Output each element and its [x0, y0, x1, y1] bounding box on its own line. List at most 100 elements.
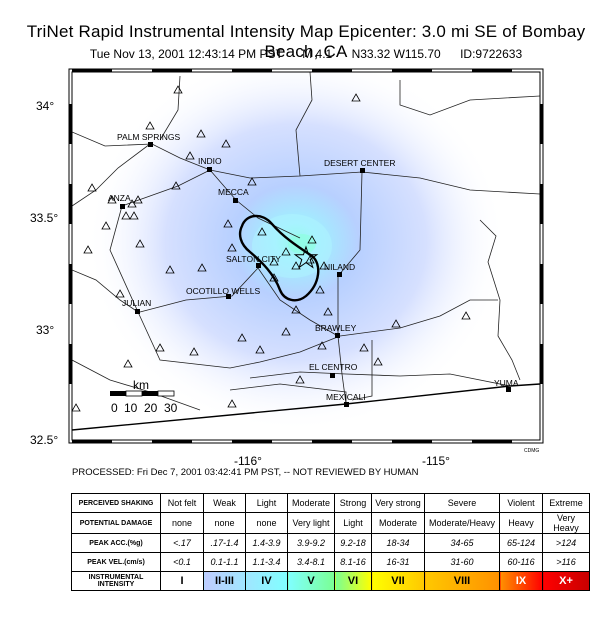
legend-cell: none [160, 512, 204, 534]
lat-label-33-5: 33.5° [30, 211, 58, 225]
legend-row-acc: PEAK ACC.(%g) <.17 .17-1.4 1.4-3.9 3.9-9… [71, 533, 590, 553]
event-magnitude: M 4.1 [302, 47, 333, 61]
legend-row-intensity: INSTRUMENTAL INTENSITY I II-III IV V VI … [71, 571, 590, 591]
legend-cell: Very strong [371, 493, 425, 513]
legend-cell: Violent [499, 493, 543, 513]
legend-cell: none [245, 512, 288, 534]
map-title: TriNet Rapid Instrumental Intensity Map … [26, 22, 586, 61]
legend-cell: 1.1-3.4 [245, 552, 288, 572]
legend-cell: Extreme [542, 493, 590, 513]
event-id: ID:9722633 [460, 47, 523, 61]
event-datetime: Tue Nov 13, 2001 12:43:14 PM PST [89, 47, 283, 61]
event-info: Tue Nov 13, 2001 12:43:14 PM PST M 4.1 N… [0, 47, 612, 61]
city-label-niland: NILAND [324, 262, 355, 272]
legend-row-label: INSTRUMENTAL INTENSITY [71, 571, 161, 591]
event-coords: N33.32 W115.70 [351, 47, 441, 61]
legend-cell: 9.2-18 [334, 533, 372, 553]
city-label-mexicali: MEXICALI [326, 392, 366, 402]
city-label-anza: ANZA [108, 193, 131, 203]
intensity-cell-v: V [287, 571, 335, 591]
credit-label: CDMG [524, 448, 539, 454]
scale-tick-30: 30 [164, 401, 178, 415]
legend-cell: Strong [334, 493, 372, 513]
seismic-stations [71, 85, 471, 412]
legend-cell: Very light [287, 512, 335, 534]
legend-cell: Severe [424, 493, 500, 513]
legend-cell: 60-116 [499, 552, 543, 572]
legend-cell: Moderate/Heavy [424, 512, 500, 534]
legend-cell: 1.4-3.9 [245, 533, 288, 553]
scale-bar-unit: km [133, 378, 149, 392]
legend-cell: 8.1-16 [334, 552, 372, 572]
legend-cell: 3.4-8.1 [287, 552, 335, 572]
epicenter-star-icon [293, 245, 319, 269]
intensity-cell-x: X+ [542, 571, 590, 591]
legend-cell: 65-124 [499, 533, 543, 553]
legend-row-perceived: PERCEIVED SHAKING Not felt Weak Light Mo… [71, 493, 590, 513]
legend-cell: none [203, 512, 246, 534]
legend-cell: 31-60 [424, 552, 500, 572]
legend-cell: 3.9-9.2 [287, 533, 335, 553]
legend-cell: Moderate [371, 512, 425, 534]
legend-cell: <.17 [160, 533, 204, 553]
lat-label-33: 33° [36, 323, 54, 337]
map-border [68, 68, 544, 444]
scale-tick-10: 10 [124, 401, 138, 415]
city-label-julian: JULIAN [122, 298, 151, 308]
legend-cell: 0.1-1.1 [203, 552, 246, 572]
processed-note: PROCESSED: Fri Dec 7, 2001 03:42:41 PM P… [72, 467, 419, 478]
scale-tick-0: 0 [111, 401, 118, 415]
legend-cell: 16-31 [371, 552, 425, 572]
lat-label-34: 34° [36, 99, 54, 113]
shaking-field [86, 72, 506, 432]
legend-cell: Very Heavy [542, 512, 590, 534]
legend-cell: Light [245, 493, 288, 513]
intensity-cell-viii: VIII [424, 571, 500, 591]
lon-label-115: -115° [422, 454, 450, 468]
legend-cell: Light [334, 512, 372, 534]
legend-cell: Moderate [287, 493, 335, 513]
legend-row-label: PEAK ACC.(%g) [71, 533, 161, 553]
lat-label-32-5: 32.5° [30, 433, 58, 447]
legend-row-vel: PEAK VEL.(cm/s) <0.1 0.1-1.1 1.1-3.4 3.4… [71, 552, 590, 572]
intensity-legend: PERCEIVED SHAKING Not felt Weak Light Mo… [71, 493, 590, 591]
intensity-map: PALM SPRINGS INDIO DESERT CENTER ANZA ME… [30, 68, 544, 468]
intensity-cell-ix: IX [499, 571, 543, 591]
axis-labels: 34° 33.5° 33° 32.5° -116° -115° [30, 99, 450, 468]
legend-cell: >124 [542, 533, 590, 553]
legend-row-label: PERCEIVED SHAKING [71, 493, 161, 513]
intensity-cell-iv: IV [245, 571, 288, 591]
city-markers [120, 142, 511, 407]
legend-cell: >116 [542, 552, 590, 572]
city-labels: PALM SPRINGS INDIO DESERT CENTER ANZA ME… [108, 132, 519, 402]
legend-cell: .17-1.4 [203, 533, 246, 553]
legend-cell: 18-34 [371, 533, 425, 553]
intensity-cell-i: I [160, 571, 204, 591]
city-label-salton-city: SALTON CITY [226, 254, 281, 264]
legend-row-label: PEAK VEL.(cm/s) [71, 552, 161, 572]
legend-cell: Heavy [499, 512, 543, 534]
international-border [71, 383, 541, 431]
city-label-ocotillo-wells: OCOTILLO WELLS [186, 286, 260, 296]
legend-cell: <0.1 [160, 552, 204, 572]
intensity-cell-ii-iii: II-III [203, 571, 246, 591]
lon-label-116: -116° [234, 454, 262, 468]
city-label-el-centro: EL CENTRO [309, 362, 358, 372]
legend-row-damage: POTENTIAL DAMAGE none none none Very lig… [71, 512, 590, 534]
legend-row-label: POTENTIAL DAMAGE [71, 512, 161, 534]
legend-cell: 34-65 [424, 533, 500, 553]
city-label-indio: INDIO [198, 156, 222, 166]
scale-bar: km 0 10 20 30 [110, 378, 178, 415]
scale-tick-20: 20 [144, 401, 158, 415]
intensity-cell-vii: VII [371, 571, 425, 591]
roads-layer [72, 72, 540, 411]
city-label-desert-center: DESERT CENTER [324, 158, 395, 168]
city-label-brawley: BRAWLEY [315, 323, 357, 333]
city-label-yuma: YUMA [494, 378, 519, 388]
salton-sea-shoreline [238, 214, 320, 302]
legend-cell: Weak [203, 493, 246, 513]
city-label-mecca: MECCA [218, 187, 249, 197]
intensity-cell-vi: VI [334, 571, 372, 591]
legend-cell: Not felt [160, 493, 204, 513]
city-label-palm-springs: PALM SPRINGS [117, 132, 180, 142]
